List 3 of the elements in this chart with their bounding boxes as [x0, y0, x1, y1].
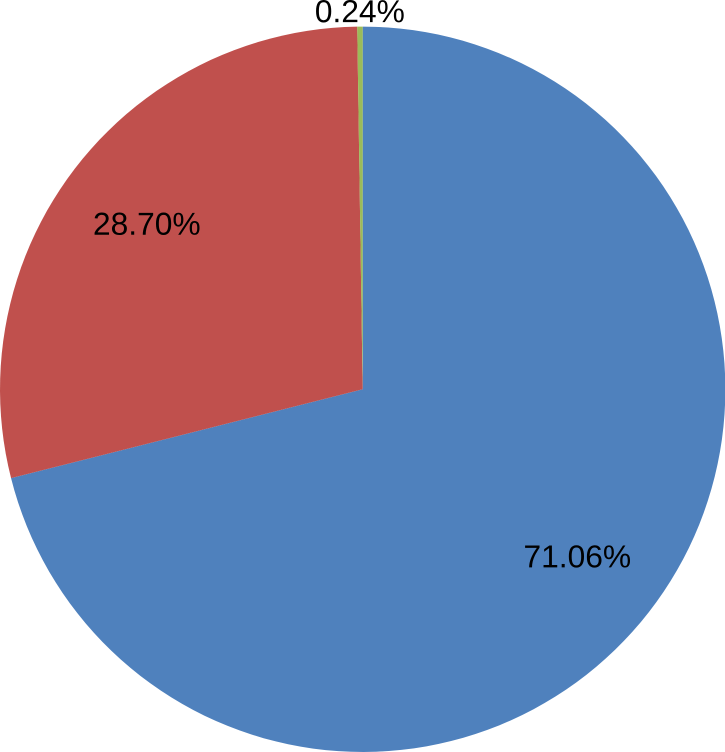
- data-label: 71.06%: [524, 545, 630, 568]
- data-label: 0.24%: [316, 0, 404, 22]
- data-label: 28.70%: [94, 212, 200, 236]
